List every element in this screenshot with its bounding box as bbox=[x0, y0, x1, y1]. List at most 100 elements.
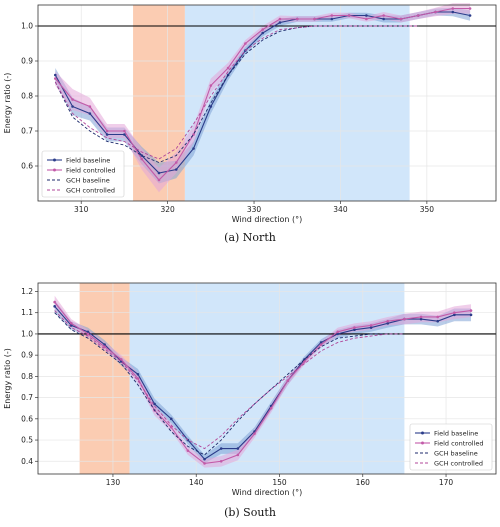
field-baseline-point bbox=[209, 105, 213, 108]
field-controlled-point bbox=[303, 360, 306, 363]
field-controlled-point bbox=[261, 28, 264, 31]
field-baseline-point bbox=[192, 147, 195, 150]
field-baseline-point bbox=[278, 21, 282, 24]
field-baseline-point bbox=[53, 305, 56, 308]
field-baseline-point bbox=[53, 73, 57, 77]
field-controlled-point bbox=[253, 432, 256, 435]
y-tick-labels: 0.4 0.5 0.6 0.7 0.8 0.9 1.0 1.1 1.2 bbox=[21, 287, 38, 466]
y-axis-label: Energy ratio (-) bbox=[3, 73, 12, 134]
field-controlled-point bbox=[157, 178, 161, 182]
gch-baseline-line bbox=[54, 312, 405, 456]
field-baseline-point bbox=[468, 14, 472, 17]
field-controlled-point bbox=[219, 459, 223, 463]
field-controlled-point bbox=[399, 17, 403, 21]
legend-label-gch-controlled: GCH controlled bbox=[66, 186, 115, 194]
field-baseline-point bbox=[365, 14, 368, 17]
y-axis-label: Energy ratio (-) bbox=[3, 348, 12, 409]
y-tick-label: 0.5 bbox=[21, 436, 33, 445]
field-baseline-point bbox=[219, 447, 223, 450]
legend-label-gch-controlled: GCH controlled bbox=[434, 459, 483, 467]
confidence-bands bbox=[54, 295, 472, 468]
field-controlled-point bbox=[70, 322, 73, 325]
legend: Field baseline Field controlled GCH baseli… bbox=[409, 423, 493, 471]
field-baseline-point bbox=[369, 326, 373, 329]
field-controlled-point bbox=[469, 309, 473, 312]
plot-frame bbox=[37, 4, 497, 202]
field-controlled-point bbox=[295, 17, 299, 21]
x-tick-labels: 310 320 330 340 350 bbox=[74, 201, 434, 214]
field-controlled-point bbox=[209, 84, 213, 87]
gch-controlled-line bbox=[54, 25, 419, 160]
y-tick-label: 0.7 bbox=[21, 393, 33, 402]
field-controlled-point bbox=[319, 343, 323, 346]
y-tick-label: 0.8 bbox=[21, 372, 33, 381]
field-controlled-point bbox=[236, 453, 240, 457]
field-controlled-point bbox=[330, 14, 334, 17]
field-baseline-point bbox=[86, 330, 90, 334]
field-controlled-point bbox=[403, 317, 406, 321]
legend-marker-field-controlled bbox=[53, 168, 56, 172]
field-controlled-point bbox=[369, 324, 373, 327]
field-baseline-point bbox=[382, 17, 385, 21]
x-tick-label: 170 bbox=[439, 478, 454, 487]
field-controlled-point bbox=[86, 332, 90, 336]
legend-label-field-baseline: Field baseline bbox=[434, 429, 478, 437]
x-tick-label: 310 bbox=[74, 205, 89, 214]
field-baseline-point bbox=[353, 328, 356, 331]
y-tick-label: 1.1 bbox=[21, 308, 33, 317]
plot-frame bbox=[37, 282, 497, 475]
field-controlled-point bbox=[105, 129, 109, 133]
field-controlled-point bbox=[53, 300, 56, 304]
legend-marker-field-baseline bbox=[53, 158, 56, 162]
caption-north: (a) North bbox=[224, 231, 276, 244]
x-tick-label: 340 bbox=[333, 205, 348, 214]
field-baseline-point bbox=[123, 133, 126, 136]
x-tick-label: 350 bbox=[420, 205, 435, 214]
x-axis-label: Wind direction (°) bbox=[232, 215, 303, 224]
field-baseline-point bbox=[469, 313, 473, 317]
x-tick-label: 160 bbox=[356, 478, 371, 487]
legend-label-gch-baseline: GCH baseline bbox=[434, 449, 478, 457]
field-baseline-point bbox=[319, 341, 323, 344]
shaded-regions bbox=[133, 5, 410, 201]
legend-box bbox=[41, 150, 125, 198]
field-controlled-point bbox=[419, 315, 423, 319]
legend-label-field-controlled: Field controlled bbox=[434, 439, 484, 447]
field-controlled-band bbox=[54, 295, 472, 468]
field-controlled-point bbox=[119, 358, 123, 361]
field-controlled-point bbox=[313, 17, 316, 21]
north-chart: 310 320 330 340 350 0.6 0.7 0.8 0.9 1.0 Wind dir… bbox=[3, 3, 497, 244]
field-baseline-point bbox=[153, 402, 156, 406]
field-controlled-point bbox=[382, 14, 385, 17]
y-tick-label: 0.8 bbox=[21, 92, 33, 101]
x-tick-label: 130 bbox=[106, 478, 121, 487]
field-controlled-point bbox=[203, 462, 206, 465]
legend: Field baseline Field controlled GCH baseli… bbox=[41, 150, 125, 198]
field-baseline-point bbox=[203, 457, 206, 461]
x-tick-labels: 130 140 150 160 170 bbox=[106, 474, 454, 487]
field-controlled-point bbox=[453, 311, 456, 315]
series-lines bbox=[53, 300, 473, 465]
caption-south: (b) South bbox=[224, 506, 276, 519]
field-controlled-point bbox=[365, 17, 368, 21]
field-controlled-point bbox=[123, 129, 126, 133]
field-controlled-point bbox=[386, 319, 390, 323]
y-tick-label: 1.0 bbox=[21, 329, 33, 338]
shaded-regions bbox=[79, 283, 405, 474]
field-baseline-point bbox=[136, 372, 140, 376]
axes-frame bbox=[37, 4, 497, 202]
field-baseline-point bbox=[336, 332, 340, 336]
y-tick-label: 1.2 bbox=[21, 287, 33, 296]
axes-frame bbox=[37, 282, 497, 475]
field-controlled-point bbox=[140, 157, 143, 161]
shaded-region-1 bbox=[79, 283, 130, 474]
field-baseline-point bbox=[419, 317, 423, 321]
y-tick-label: 0.6 bbox=[21, 162, 33, 171]
x-tick-label: 330 bbox=[247, 205, 262, 214]
field-controlled-point bbox=[468, 7, 472, 10]
field-controlled-point bbox=[347, 14, 351, 17]
y-tick-label: 0.9 bbox=[21, 57, 33, 66]
x-axis-label: Wind direction (°) bbox=[232, 488, 303, 497]
field-baseline-point bbox=[236, 447, 240, 450]
